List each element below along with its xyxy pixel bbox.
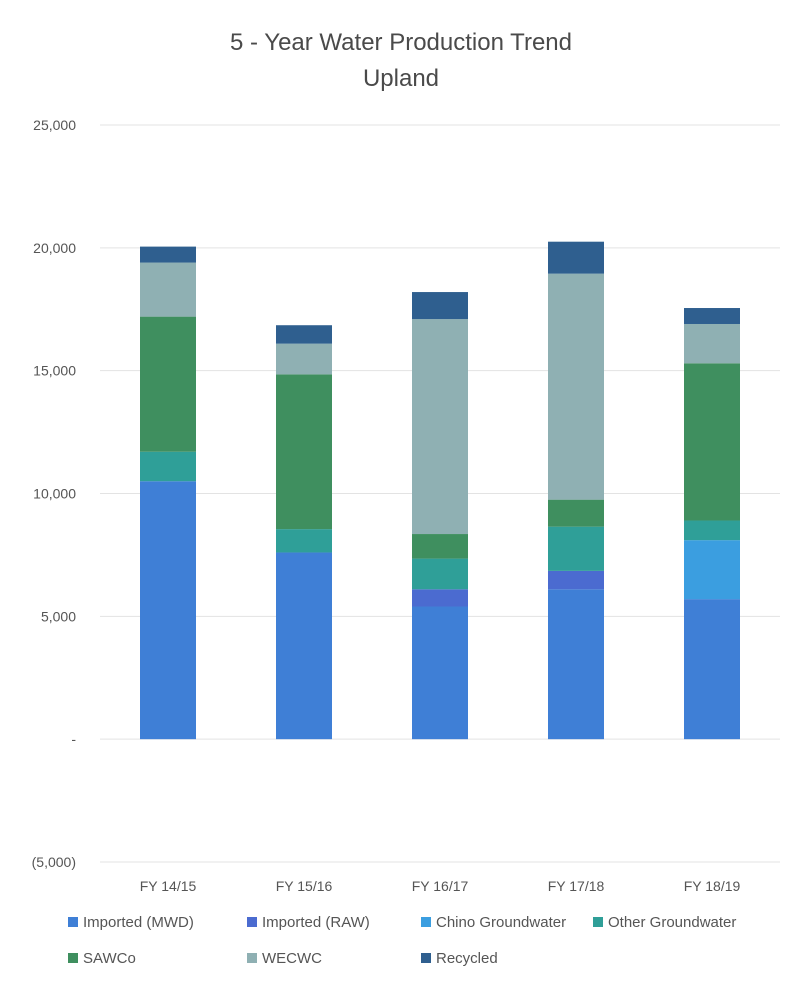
y-tick-label: 20,000 xyxy=(33,240,76,256)
bars-layer xyxy=(140,241,740,740)
x-tick-label: FY 17/18 xyxy=(548,878,605,894)
bar-segment xyxy=(412,606,468,740)
legend-label: Other Groundwater xyxy=(608,914,736,931)
legend-swatch xyxy=(421,917,431,927)
y-tick-label: 5,000 xyxy=(41,608,76,624)
bar-segment xyxy=(412,534,468,559)
bar-segment xyxy=(140,451,196,482)
bar-segment xyxy=(548,570,604,590)
legend-label: WECWC xyxy=(262,950,322,967)
bar-segment xyxy=(276,374,332,530)
legend-label: Imported (RAW) xyxy=(262,914,370,931)
legend-item: Chino Groundwater xyxy=(421,914,566,931)
bar-segment xyxy=(548,273,604,500)
legend-label: SAWCo xyxy=(83,950,136,967)
chart-subtitle: Upland xyxy=(363,65,439,92)
legend-swatch xyxy=(247,917,257,927)
bar-segment xyxy=(684,599,740,740)
chart-title: 5 - Year Water Production Trend xyxy=(230,29,572,56)
legend-item: Recycled xyxy=(421,950,498,967)
x-tick-label: FY 18/19 xyxy=(684,878,741,894)
bar-segment xyxy=(140,246,196,263)
bar-segment xyxy=(412,292,468,320)
legend: Imported (MWD) Imported (RAW) Chino Ground… xyxy=(68,914,736,967)
bar-segment xyxy=(548,499,604,527)
bar-segment xyxy=(548,241,604,274)
bar-segment xyxy=(684,323,740,364)
bar-segment xyxy=(684,363,740,521)
legend-item: Other Groundwater xyxy=(593,914,736,931)
bar-segment xyxy=(412,319,468,535)
legend-label: Recycled xyxy=(436,950,498,967)
bar-segment xyxy=(412,558,468,590)
bar-segment xyxy=(684,308,740,324)
y-axis: (5,000) - 5,000 10,000 15,000 20,000 25,000 xyxy=(32,117,77,870)
legend-item: Imported (MWD) xyxy=(68,914,194,931)
bar-segment xyxy=(276,325,332,344)
x-tick-label: FY 16/17 xyxy=(412,878,469,894)
x-tick-label: FY 14/15 xyxy=(140,878,197,894)
x-tick-label: FY 15/16 xyxy=(276,878,333,894)
y-tick-label: - xyxy=(71,731,76,747)
legend-label: Chino Groundwater xyxy=(436,914,566,931)
legend-swatch xyxy=(593,917,603,927)
bar-segment xyxy=(140,262,196,317)
x-axis: FY 14/15 FY 15/16 FY 16/17 FY 17/18 FY 18/19 xyxy=(140,878,741,894)
legend-item: SAWCo xyxy=(68,950,136,967)
legend-item: Imported (RAW) xyxy=(247,914,370,931)
bar-segment xyxy=(276,529,332,553)
y-tick-label: (5,000) xyxy=(32,854,76,870)
bar-segment xyxy=(276,552,332,740)
bar-segment xyxy=(684,520,740,541)
legend-label: Imported (MWD) xyxy=(83,914,194,931)
legend-swatch xyxy=(68,917,78,927)
bar-segment xyxy=(684,540,740,600)
legend-swatch xyxy=(421,953,431,963)
bar-segment xyxy=(548,526,604,571)
bar-segment xyxy=(276,343,332,375)
bar-segment xyxy=(412,589,468,607)
bar-segment xyxy=(140,481,196,740)
legend-swatch xyxy=(68,953,78,963)
bar-segment xyxy=(548,589,604,740)
y-tick-label: 10,000 xyxy=(33,486,76,502)
bar-segment xyxy=(140,316,196,452)
legend-swatch xyxy=(247,953,257,963)
legend-item: WECWC xyxy=(247,950,322,967)
y-tick-label: 15,000 xyxy=(33,363,76,379)
y-tick-label: 25,000 xyxy=(33,117,76,133)
